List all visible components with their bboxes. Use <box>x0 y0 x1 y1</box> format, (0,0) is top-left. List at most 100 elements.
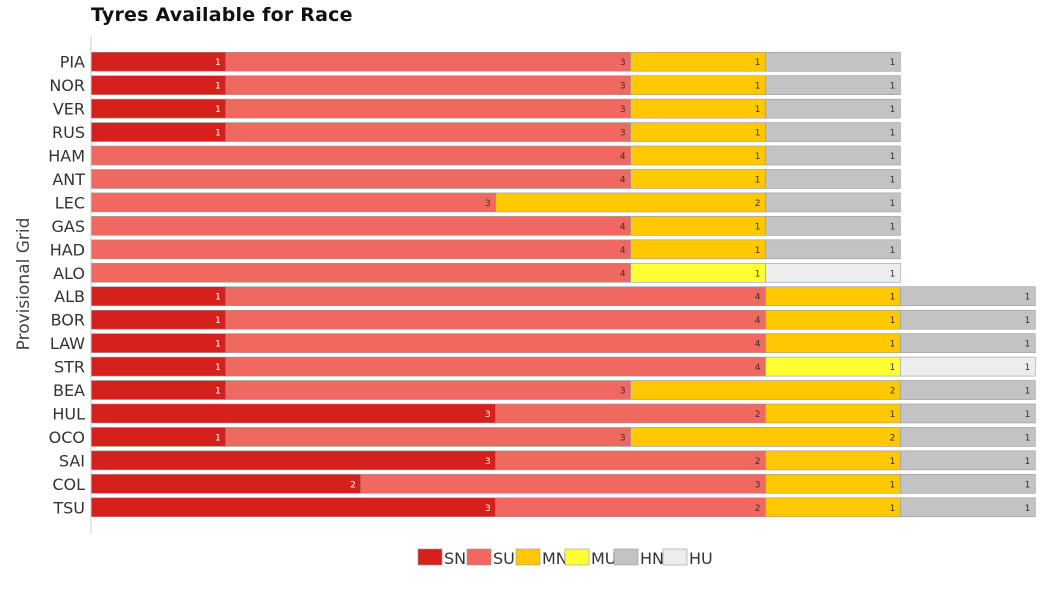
chart-title: Tyres Available for Race <box>91 4 353 26</box>
category-label-gas: GAS <box>52 217 86 236</box>
bar-law-su <box>225 333 766 353</box>
value-label-ver-mn: 1 <box>755 105 761 115</box>
value-label-tsu-hn: 1 <box>1025 504 1031 514</box>
value-label-tsu-sn: 3 <box>485 504 491 514</box>
value-label-alb-sn: 1 <box>215 293 221 303</box>
value-label-pia-sn: 1 <box>215 58 221 68</box>
value-label-rus-su: 3 <box>620 129 626 139</box>
bar-ver-mn <box>630 98 766 119</box>
value-label-bea-su: 3 <box>620 387 626 397</box>
value-label-str-mu: 1 <box>890 363 896 373</box>
bar-tsu-sn <box>90 497 497 518</box>
bar-sai-su <box>495 450 766 471</box>
value-label-lec-hn: 1 <box>890 199 896 209</box>
bar-oco-su <box>225 427 631 447</box>
category-label-had: HAD <box>50 240 85 259</box>
bar-str-su <box>225 356 766 377</box>
value-label-tsu-su: 2 <box>755 504 761 514</box>
bar-ver-hn <box>765 98 901 119</box>
bar-ham-hn <box>765 145 901 166</box>
bar-alb-hn <box>900 286 1036 307</box>
value-label-sai-sn: 3 <box>485 457 491 467</box>
value-label-bor-su: 4 <box>755 316 761 326</box>
value-label-alb-hn: 1 <box>1025 293 1031 303</box>
value-label-ver-hn: 1 <box>890 105 896 115</box>
category-label-col: COL <box>52 475 85 494</box>
bar-oco-sn <box>90 427 227 447</box>
value-label-gas-mn: 1 <box>755 222 761 232</box>
bar-ant-hn <box>765 169 901 189</box>
bars-layer: 1 3 1 1 1 3 1 1 1 3 1 1 1 3 1 1 4 1 1 4 1 1 3 2 1 4 1 1 4 1 1 4 1 1 1 4 1 1 1 4… <box>90 51 1036 518</box>
value-label-ant-hn: 1 <box>890 175 896 185</box>
category-label-hul: HUL <box>52 404 85 423</box>
value-label-oco-hn: 1 <box>1025 433 1031 443</box>
bar-col-su <box>360 474 766 494</box>
value-label-nor-hn: 1 <box>890 82 896 92</box>
bar-nor-su <box>225 75 631 95</box>
bar-rus-su <box>225 122 631 142</box>
bar-ver-su <box>225 98 631 119</box>
legend-swatch-su <box>466 548 492 566</box>
category-label-tsu: TSU <box>52 498 85 517</box>
value-label-oco-sn: 1 <box>215 433 221 443</box>
bar-bea-mn <box>630 380 901 400</box>
value-label-bor-sn: 1 <box>215 316 221 326</box>
legend-swatch-hn <box>613 548 639 566</box>
legend-swatch-sn <box>417 548 443 566</box>
bar-alb-mn <box>765 286 901 307</box>
category-label-str: STR <box>54 358 85 377</box>
value-label-hul-hn: 1 <box>1025 410 1031 420</box>
value-label-ham-hn: 1 <box>890 152 896 162</box>
bar-tsu-mn <box>765 497 901 518</box>
bar-pia-sn <box>90 51 227 72</box>
category-label-oco: OCO <box>49 428 85 447</box>
bar-bor-sn <box>90 309 227 330</box>
bar-pia-su <box>225 51 631 72</box>
legend-label-mu: MU <box>591 549 617 568</box>
bar-tsu-hn <box>900 497 1036 518</box>
category-label-rus: RUS <box>52 123 85 142</box>
value-label-hul-mn: 1 <box>890 410 896 420</box>
value-label-nor-mn: 1 <box>755 82 761 92</box>
value-label-col-su: 3 <box>755 480 761 490</box>
value-label-ham-su: 4 <box>620 152 626 162</box>
category-label-pia: PIA <box>60 53 85 72</box>
bar-bor-mn <box>765 309 901 330</box>
bar-str-hu <box>900 356 1036 377</box>
bar-col-hn <box>900 474 1036 494</box>
value-label-alo-su: 4 <box>620 269 626 279</box>
value-label-rus-sn: 1 <box>215 129 221 139</box>
bar-str-sn <box>90 356 227 377</box>
value-label-law-hn: 1 <box>1025 340 1031 350</box>
category-label-sai: SAI <box>59 451 85 470</box>
value-label-ant-mn: 1 <box>755 175 761 185</box>
category-label-alb: ALB <box>54 287 85 306</box>
legend-swatch-hu <box>662 548 688 566</box>
value-label-pia-su: 3 <box>620 58 626 68</box>
value-label-ver-su: 3 <box>620 105 626 115</box>
value-label-gas-hn: 1 <box>890 222 896 232</box>
legend-swatch-mn <box>515 548 541 566</box>
value-label-tsu-mn: 1 <box>890 504 896 514</box>
value-label-sai-su: 2 <box>755 457 761 467</box>
bar-bea-sn <box>90 380 227 400</box>
bar-law-mn <box>765 333 901 353</box>
value-label-bea-sn: 1 <box>215 387 221 397</box>
bar-rus-mn <box>630 122 766 142</box>
bar-law-hn <box>900 333 1036 353</box>
value-label-gas-su: 4 <box>620 222 626 232</box>
value-label-pia-mn: 1 <box>755 58 761 68</box>
value-label-law-mn: 1 <box>890 340 896 350</box>
bar-alo-hu <box>765 262 901 283</box>
bar-gas-mn <box>630 216 766 236</box>
bar-law-sn <box>90 333 227 353</box>
bar-sai-sn <box>90 450 497 471</box>
legend-label-hu: HU <box>689 549 713 568</box>
bar-ant-mn <box>630 169 766 189</box>
bar-oco-mn <box>630 427 901 447</box>
value-label-law-sn: 1 <box>215 340 221 350</box>
category-label-ham: HAM <box>48 147 85 166</box>
legend-label-hn: HN <box>640 549 664 568</box>
value-label-alb-mn: 1 <box>890 293 896 303</box>
value-label-rus-mn: 1 <box>755 129 761 139</box>
